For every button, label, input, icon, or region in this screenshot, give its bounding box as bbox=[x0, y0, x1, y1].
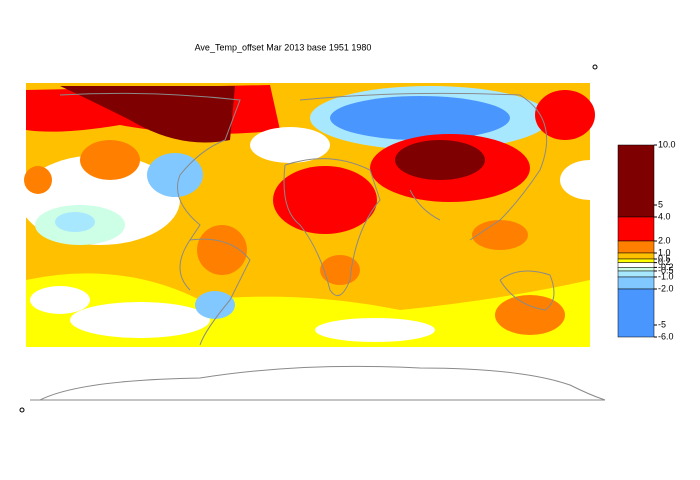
legend-band bbox=[617, 216, 655, 242]
anomaly-region bbox=[55, 212, 95, 232]
anomaly-region bbox=[315, 318, 435, 342]
anomaly-region bbox=[60, 86, 235, 143]
legend-band bbox=[617, 270, 655, 278]
legend-tick-label: -0.2 bbox=[658, 262, 674, 272]
corner-marker bbox=[592, 64, 598, 70]
legend-band bbox=[617, 288, 655, 338]
anomaly-region bbox=[330, 96, 510, 140]
legend-band bbox=[617, 252, 655, 260]
legend-tick-label: 1.0 bbox=[658, 247, 671, 257]
anomaly-region bbox=[250, 127, 330, 163]
anomaly-region bbox=[320, 255, 360, 285]
legend-band bbox=[617, 267, 655, 272]
anomaly-region bbox=[273, 166, 377, 234]
anomaly-region bbox=[197, 225, 247, 275]
legend-band bbox=[617, 144, 655, 218]
legend-tick-label: -0.5 bbox=[658, 265, 674, 275]
corner-marker bbox=[19, 407, 25, 413]
anomaly-region bbox=[195, 291, 235, 319]
legend-tick-label: 10.0 bbox=[658, 139, 676, 149]
anomaly-region bbox=[535, 90, 595, 140]
legend-band bbox=[617, 276, 655, 290]
anomaly-region bbox=[395, 140, 485, 180]
coastline bbox=[283, 92, 548, 297]
anomaly-map bbox=[19, 64, 620, 413]
anomaly-region bbox=[80, 140, 140, 180]
legend-band bbox=[617, 240, 655, 254]
legend-tick-label: 0.2 bbox=[658, 257, 671, 267]
anomaly-region bbox=[70, 302, 210, 338]
anomaly-region bbox=[147, 153, 203, 197]
anomaly-region bbox=[560, 160, 620, 200]
anomaly-region bbox=[24, 166, 52, 194]
color-legend: 10.0 5 4.0 2.0 1.00.50.2-0.2-0.5-1.0 -2.0 -5 -6… bbox=[617, 139, 676, 341]
legend-tick-label: 0.5 bbox=[658, 253, 671, 263]
legend-tick-label: -1.0 bbox=[658, 271, 674, 281]
anomaly-region bbox=[495, 295, 565, 335]
legend-tick-label: 5 bbox=[658, 199, 663, 209]
legend-tick-label: 4.0 bbox=[658, 211, 671, 221]
legend-band bbox=[617, 262, 655, 268]
legend-band bbox=[617, 258, 655, 263]
coastline bbox=[499, 270, 555, 311]
legend-tick-label: 2.0 bbox=[658, 235, 671, 245]
coastline bbox=[59, 92, 251, 346]
legend-tick-label: -5 bbox=[658, 319, 666, 329]
legend-tick-label: -6.0 bbox=[658, 331, 674, 341]
anomaly-region bbox=[30, 286, 90, 314]
map-title: Ave_Temp_offset Mar 2013 base 1951 1980 bbox=[195, 42, 372, 52]
anomaly-region bbox=[472, 220, 528, 250]
antarctica-outline bbox=[30, 365, 606, 401]
legend-tick-label: -2.0 bbox=[658, 283, 674, 293]
